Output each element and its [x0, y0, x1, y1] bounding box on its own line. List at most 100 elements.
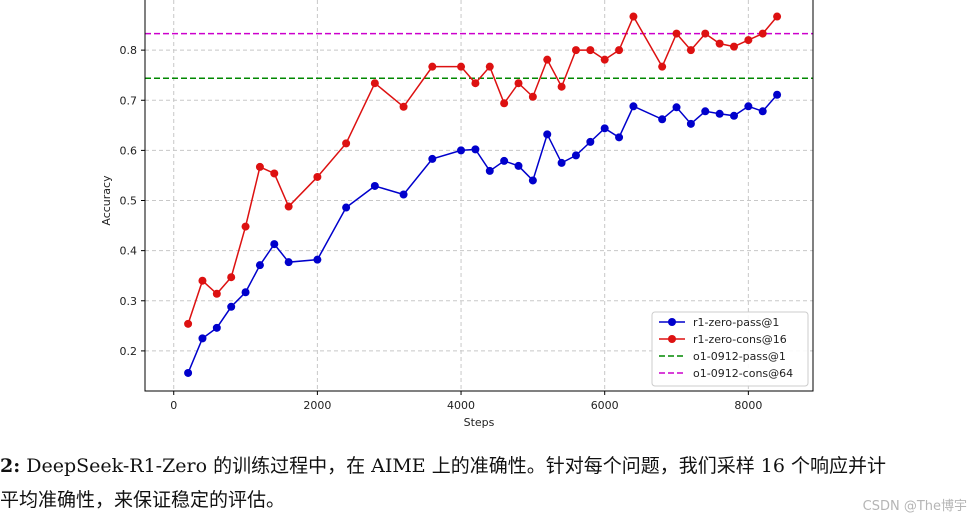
data-point: [600, 124, 609, 133]
data-point: [198, 334, 207, 343]
data-point: [457, 146, 466, 155]
series-lines: [184, 12, 782, 377]
x-tick-label: 0: [170, 399, 177, 412]
data-point: [729, 42, 738, 51]
data-point: [370, 79, 379, 88]
legend-label: o1-0912-cons@64: [693, 367, 793, 380]
data-point: [198, 276, 207, 285]
data-point: [686, 46, 695, 55]
reference-lines: [145, 32, 813, 79]
caption-text-1: DeepSeek-R1-Zero 的训练过程中，在 AIME 上的准确性。针对每…: [20, 455, 886, 477]
data-point: [528, 176, 537, 185]
legend-item: r1-zero-cons@16: [659, 333, 787, 346]
data-point: [241, 288, 250, 297]
y-tick-label: 0.7: [120, 94, 138, 107]
data-point: [471, 145, 480, 154]
data-point: [284, 258, 293, 267]
data-point: [255, 261, 264, 270]
x-tick-label: 4000: [447, 399, 475, 412]
data-point: [701, 29, 710, 38]
figure-caption-line-2: 平均准确性，来保证稳定的评估。: [0, 485, 975, 512]
data-point: [557, 82, 566, 91]
data-point: [184, 319, 193, 328]
data-point: [571, 46, 580, 55]
data-point: [500, 99, 509, 108]
y-tick-label: 0.6: [120, 144, 138, 157]
y-axis-label: Accuracy: [100, 175, 113, 226]
data-point: [744, 102, 753, 111]
data-point: [270, 169, 279, 178]
data-point: [557, 158, 566, 167]
data-point: [514, 161, 523, 170]
data-point: [715, 109, 724, 118]
series-r1-zero-pass@1: [184, 90, 782, 377]
data-point: [672, 103, 681, 112]
series-r1-zero-cons@16: [184, 12, 782, 328]
data-point: [342, 203, 351, 212]
y-tick-label: 0.2: [120, 345, 138, 358]
accuracy-chart: 0 2000 4000 6000 8000 0.20.30.40.50.60.70.8 …: [100, 0, 814, 429]
y-tick-label: 0.3: [120, 295, 138, 308]
legend-item: o1-0912-pass@1: [659, 350, 786, 363]
data-point: [543, 55, 552, 64]
figure-caption-line-1: 2: DeepSeek-R1-Zero 的训练过程中，在 AIME 上的准确性。…: [0, 451, 975, 478]
data-point: [428, 154, 437, 163]
legend-item: o1-0912-cons@64: [659, 367, 793, 380]
y-tick-label: 0.4: [120, 245, 138, 258]
data-point: [184, 368, 193, 377]
y-tick-label: 0.8: [120, 44, 138, 57]
data-point: [500, 156, 509, 165]
legend-label: o1-0912-pass@1: [693, 350, 786, 363]
data-point: [758, 107, 767, 116]
data-point: [212, 289, 221, 298]
data-point: [471, 79, 480, 88]
data-point: [270, 240, 279, 249]
caption-figure-number: 2:: [0, 455, 21, 477]
y-tick-label: 0.5: [120, 195, 138, 208]
legend: r1-zero-pass@1 r1-zero-cons@16 o1-0912-pas…: [651, 311, 809, 387]
data-point: [744, 36, 753, 45]
x-tick-label: 8000: [734, 399, 762, 412]
data-point: [701, 107, 710, 116]
data-point: [428, 62, 437, 71]
data-point: [571, 151, 580, 160]
legend-box: [651, 311, 809, 387]
legend-marker: [668, 318, 676, 326]
y-axis-ticks: 0.2 0.3 0.4 0.5 0.6 0.7 0.8: [120, 44, 145, 358]
caption-text-2: 平均准确性，来保证稳定的评估。: [0, 489, 286, 511]
data-point: [255, 162, 264, 171]
data-point: [399, 102, 408, 111]
x-axis-ticks: 0 2000 4000 6000 8000: [170, 391, 762, 412]
data-point: [514, 79, 523, 88]
x-axis-label: Steps: [464, 416, 495, 429]
data-point: [600, 55, 609, 64]
data-point: [773, 12, 782, 21]
data-point: [672, 29, 681, 38]
legend-label: r1-zero-pass@1: [693, 316, 779, 329]
plot-frame: [144, 0, 814, 392]
data-point: [615, 46, 624, 55]
data-point: [212, 323, 221, 332]
data-point: [615, 133, 624, 142]
data-point: [758, 29, 767, 38]
data-point: [313, 255, 322, 264]
data-point: [715, 39, 724, 48]
data-point: [773, 90, 782, 99]
data-point: [313, 172, 322, 181]
legend-label: r1-zero-cons@16: [693, 333, 787, 346]
data-point: [658, 62, 667, 71]
data-point: [543, 130, 552, 139]
data-point: [457, 62, 466, 71]
data-point: [629, 102, 638, 111]
data-point: [284, 202, 293, 211]
legend-marker: [668, 335, 676, 343]
data-point: [370, 181, 379, 190]
watermark: CSDN @The博宇: [862, 499, 967, 514]
data-point: [485, 62, 494, 71]
data-point: [485, 166, 494, 175]
data-point: [629, 12, 638, 21]
legend-item: r1-zero-pass@1: [659, 316, 779, 329]
data-point: [658, 115, 667, 124]
x-tick-label: 6000: [591, 399, 619, 412]
data-point: [241, 222, 250, 231]
